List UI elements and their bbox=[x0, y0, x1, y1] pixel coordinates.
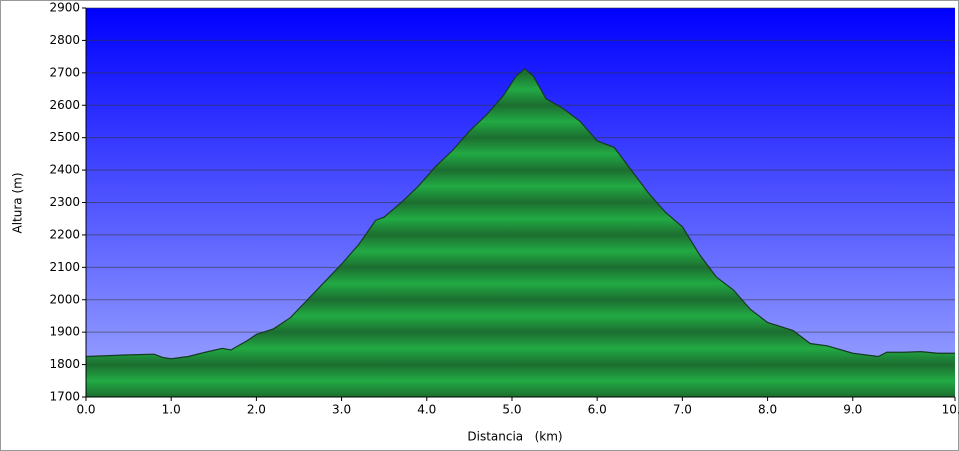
x-tick-label: 5.0 bbox=[502, 403, 521, 417]
y-tick-label: 2500 bbox=[49, 130, 80, 144]
x-tick-label: 0.0 bbox=[76, 403, 95, 417]
y-tick-label: 2700 bbox=[49, 65, 80, 79]
y-tick-label: 2100 bbox=[49, 260, 80, 274]
y-tick-label: 2000 bbox=[49, 292, 80, 306]
x-tick-label: 2.0 bbox=[247, 403, 266, 417]
y-tick-label: 1800 bbox=[49, 357, 80, 371]
x-tick-label: 7.0 bbox=[673, 403, 692, 417]
x-axis-title: Distancia (km) bbox=[467, 430, 562, 444]
y-tick-label: 2300 bbox=[49, 195, 80, 209]
y-tick-label: 1900 bbox=[49, 325, 80, 339]
y-tick-label: 2900 bbox=[49, 1, 80, 15]
y-tick-label: 2400 bbox=[49, 163, 80, 177]
x-tick-label: 3.0 bbox=[332, 403, 351, 417]
x-tick-label: 1.0 bbox=[162, 403, 181, 417]
y-tick-label: 2200 bbox=[49, 227, 80, 241]
elevation-line bbox=[85, 68, 955, 360]
y-tick-label: 2600 bbox=[49, 98, 80, 112]
x-tick-label: 6.0 bbox=[588, 403, 607, 417]
x-tick-label: 9.0 bbox=[843, 403, 862, 417]
x-tick-label: 10.2 bbox=[942, 403, 959, 417]
x-tick-label: 8.0 bbox=[758, 403, 777, 417]
y-tick-label: 2800 bbox=[49, 33, 80, 47]
y-axis-title: Altura (m) bbox=[11, 172, 25, 233]
x-tick-label: 4.0 bbox=[417, 403, 436, 417]
y-tick-label: 1700 bbox=[49, 390, 80, 404]
elevation-area bbox=[86, 68, 955, 398]
